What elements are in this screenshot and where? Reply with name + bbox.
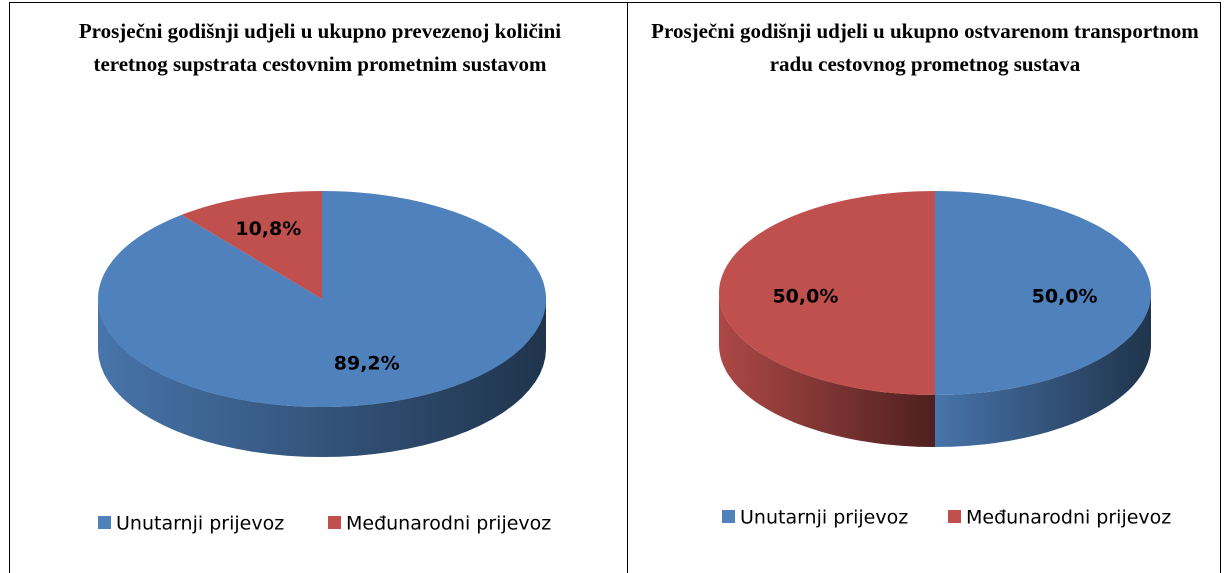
pie-slice	[181, 191, 322, 299]
chart-cell: Prosječni godišnji udjeli u ukupno preve…	[9, 2, 628, 573]
chart-title: Prosječni godišnji udjeli u ukupno ostva…	[651, 19, 1199, 76]
chart: 89,2% 10,8% Unutarnji prijevoz Međunarodni …	[98, 191, 551, 535]
side-shade	[719, 293, 935, 447]
pie-slice	[935, 191, 1151, 395]
legend-label: Unutarnji prijevoz	[116, 513, 284, 535]
legend-label: Međunarodni prijevoz	[346, 513, 551, 535]
legend-swatch	[948, 510, 961, 523]
chart: 50,0% 50,0% Unutarnji prijevoz Međunarodni …	[719, 191, 1171, 529]
legend-swatch	[722, 510, 735, 523]
data-label: 89,2%	[334, 353, 400, 375]
legend-label: Unutarnji prijevoz	[740, 507, 908, 529]
side-shade	[98, 299, 546, 457]
chart-title: Prosječni godišnji udjeli u ukupno preve…	[78, 19, 562, 76]
legend-swatch	[98, 516, 111, 529]
legend-label: Međunarodni prijevoz	[966, 507, 1171, 529]
data-label: 50,0%	[1032, 286, 1098, 308]
data-label: 10,8%	[235, 218, 301, 240]
chart-cell: Prosječni godišnji udjeli u ukupno ostva…	[627, 2, 1221, 573]
data-label: 50,0%	[772, 286, 838, 308]
pie-slice	[719, 191, 935, 395]
legend-swatch	[328, 516, 341, 529]
side-shade	[935, 293, 1151, 447]
